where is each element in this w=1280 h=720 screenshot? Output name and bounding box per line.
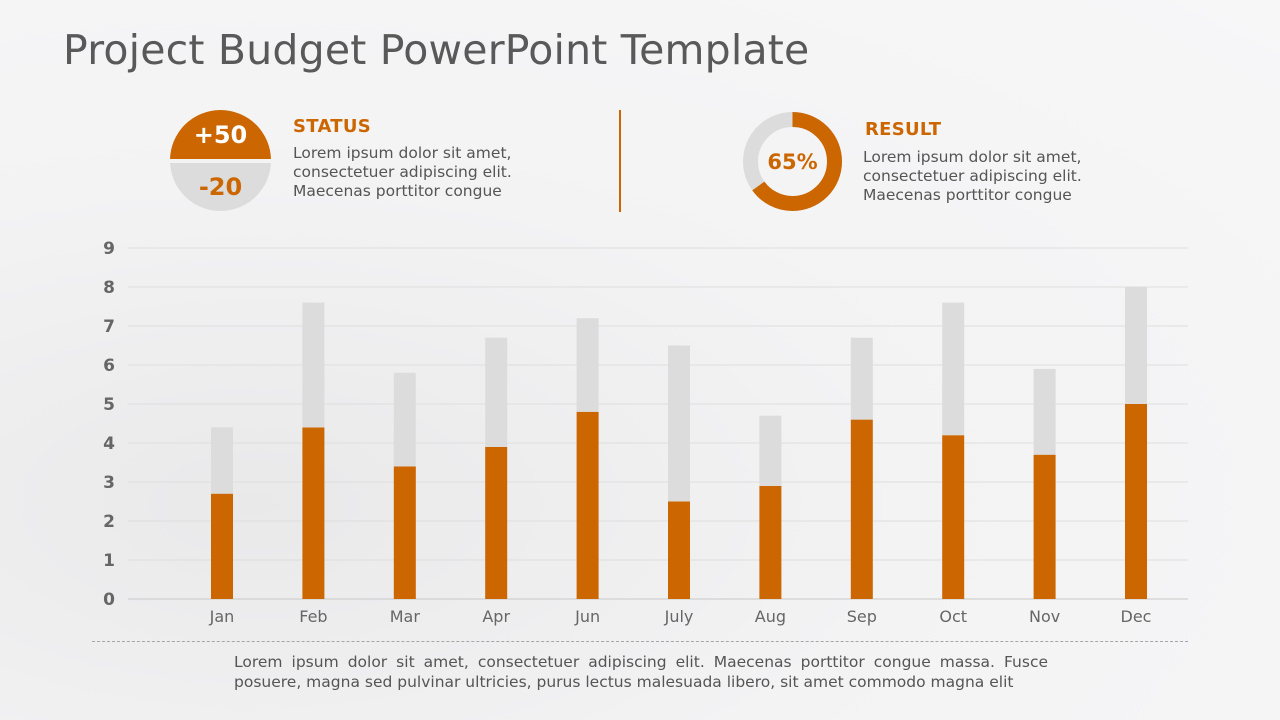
y-tick-label: 3 bbox=[103, 473, 115, 493]
bar-segment-remaining bbox=[759, 415, 782, 486]
section-divider bbox=[619, 110, 621, 212]
x-tick-label: Apr bbox=[482, 607, 510, 626]
y-tick-label: 7 bbox=[103, 317, 115, 337]
bar-segment-remaining bbox=[211, 427, 233, 494]
x-tick-label: Jun bbox=[574, 607, 600, 626]
x-tick-label: Nov bbox=[1029, 607, 1060, 626]
x-tick-label: Oct bbox=[939, 607, 967, 626]
x-tick-label: Mar bbox=[390, 607, 421, 626]
bar-segment-remaining bbox=[668, 345, 690, 502]
status-minus-value: -20 bbox=[170, 163, 271, 211]
result-description: Lorem ipsum dolor sit amet, consectetuer… bbox=[863, 148, 1082, 205]
result-description-line: consectetuer adipiscing elit. bbox=[863, 167, 1082, 185]
y-tick-label: 0 bbox=[103, 590, 115, 610]
bar-segment-remaining bbox=[393, 372, 416, 467]
y-tick-label: 2 bbox=[103, 512, 115, 532]
x-tick-label: July bbox=[664, 607, 694, 626]
bar-segment-actual bbox=[302, 427, 325, 599]
x-tick-label: Dec bbox=[1121, 607, 1152, 626]
status-description-line: Maecenas porttitor congue bbox=[293, 182, 502, 200]
bar-segment-actual bbox=[942, 435, 965, 599]
bar-segment-remaining bbox=[576, 318, 599, 412]
status-description: Lorem ipsum dolor sit amet, consectetuer… bbox=[293, 144, 512, 201]
bar-segment-actual bbox=[759, 485, 782, 599]
bar-segment-actual bbox=[1125, 404, 1147, 599]
y-tick-label: 9 bbox=[103, 239, 115, 259]
y-tick-label: 8 bbox=[103, 278, 115, 298]
y-tick-label: 1 bbox=[103, 551, 115, 571]
page-title: Project Budget PowerPoint Template bbox=[63, 26, 810, 74]
x-tick-label: Aug bbox=[755, 607, 786, 626]
bar-segment-remaining bbox=[850, 337, 873, 420]
bar-segment-remaining bbox=[302, 302, 325, 428]
bar-segment-remaining bbox=[942, 302, 965, 436]
bar-segment-actual bbox=[485, 446, 508, 599]
y-tick-label: 6 bbox=[103, 356, 115, 376]
bar-segment-remaining bbox=[1033, 368, 1056, 455]
bar-segment-actual bbox=[576, 411, 599, 599]
result-heading: RESULT bbox=[865, 119, 942, 140]
x-tick-label: Sep bbox=[847, 607, 877, 626]
result-donut bbox=[743, 112, 842, 211]
bar-segment-actual bbox=[668, 501, 690, 599]
bar-segment-actual bbox=[1033, 454, 1056, 599]
result-description-line: Maecenas porttitor congue bbox=[863, 186, 1072, 204]
x-tick-label: Feb bbox=[299, 607, 327, 626]
result-percent: 65% bbox=[767, 149, 818, 174]
result-description-line: Lorem ipsum dolor sit amet, bbox=[863, 148, 1082, 166]
status-circle: +50 -20 bbox=[170, 110, 271, 211]
status-heading: STATUS bbox=[293, 116, 372, 137]
bar-segment-actual bbox=[850, 419, 873, 599]
footer-divider bbox=[92, 641, 1188, 642]
bar-segment-remaining bbox=[485, 337, 508, 447]
status-description-line: consectetuer adipiscing elit. bbox=[293, 163, 512, 181]
bar-segment-actual bbox=[211, 493, 233, 599]
status-description-line: Lorem ipsum dolor sit amet, bbox=[293, 144, 512, 162]
y-tick-label: 4 bbox=[103, 434, 115, 454]
footer-text: Lorem ipsum dolor sit amet, consectetuer… bbox=[234, 653, 1048, 691]
bar-segment-remaining bbox=[1125, 287, 1147, 404]
donut-arc bbox=[743, 112, 842, 211]
y-tick-label: 5 bbox=[103, 395, 115, 415]
bar-segment-actual bbox=[393, 466, 416, 599]
x-tick-label: Jan bbox=[209, 607, 235, 626]
status-plus-value: +50 bbox=[170, 110, 271, 159]
